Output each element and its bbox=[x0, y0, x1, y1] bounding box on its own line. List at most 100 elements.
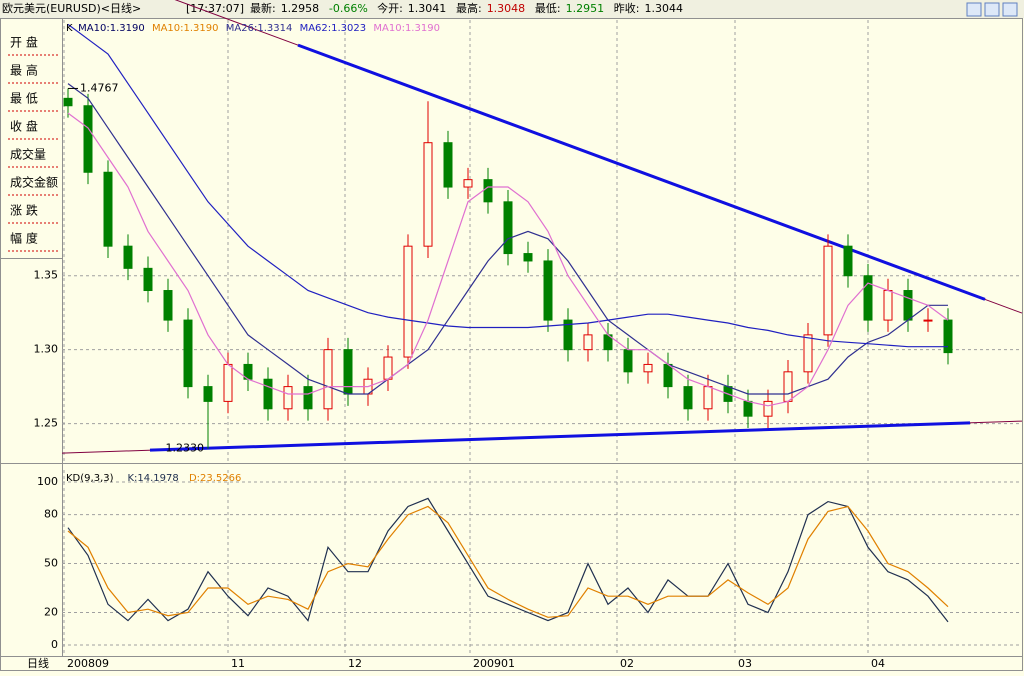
legend-entry: MA26:1.3314 bbox=[226, 23, 293, 34]
candle-body bbox=[503, 201, 513, 255]
tool-button[interactable] bbox=[966, 2, 982, 17]
y-tick-label: 80 bbox=[44, 508, 58, 521]
series-line bbox=[67, 505, 949, 618]
candle-body bbox=[763, 400, 773, 417]
side-label: 收 盘 bbox=[10, 119, 38, 134]
candle-body bbox=[943, 319, 953, 354]
candle-body bbox=[323, 349, 333, 410]
trendline-extension bbox=[174, 0, 1023, 314]
y-tick-label: 1.30 bbox=[34, 343, 59, 356]
x-tick-label: 11 bbox=[231, 657, 245, 670]
x-tick-label: 12 bbox=[348, 657, 362, 670]
quote-value: 1.3041 bbox=[408, 2, 447, 15]
side-label: 最 高 bbox=[10, 63, 38, 78]
frame bbox=[0, 18, 1023, 671]
legend-entry: K:14.1978 bbox=[127, 473, 178, 484]
quote-value: 1.2951 bbox=[566, 2, 605, 15]
candle-body bbox=[823, 245, 833, 336]
series-line bbox=[67, 497, 949, 623]
legend-entry: MA62:1.3023 bbox=[300, 23, 367, 34]
toolbar bbox=[966, 2, 1018, 17]
series-line bbox=[67, 23, 948, 348]
period-label: 日线 bbox=[27, 656, 49, 670]
chart-panel: 1.25 1.30 1.35 200809 11 12 200901 02 03 04 1.4767… bbox=[34, 0, 1023, 670]
candle-body bbox=[543, 260, 553, 321]
candle-body bbox=[523, 253, 533, 262]
quote-label: 最高: bbox=[456, 1, 482, 15]
y-tick-label: 1.25 bbox=[34, 417, 59, 430]
candle-body bbox=[563, 319, 573, 351]
tool-button[interactable] bbox=[984, 2, 1000, 17]
y-tick-label: 0 bbox=[51, 638, 58, 651]
quote-label: 最新: bbox=[250, 1, 276, 15]
quote-value: 1.2958 bbox=[281, 2, 320, 15]
legend-entry: MA10:1.3190 bbox=[373, 23, 440, 34]
candle-body bbox=[343, 349, 353, 395]
trendline bbox=[149, 421, 971, 452]
candle-body bbox=[803, 334, 813, 373]
quote-value: 1.3044 bbox=[645, 2, 684, 15]
candle-body bbox=[643, 363, 653, 373]
candle-body bbox=[263, 378, 273, 410]
candle-body bbox=[83, 105, 93, 173]
side-label: 最 低 bbox=[10, 92, 38, 106]
y-tick-label: 1.35 bbox=[34, 269, 59, 282]
x-tick-label: 02 bbox=[620, 657, 634, 670]
candle-body bbox=[163, 290, 173, 321]
candle-body bbox=[483, 179, 493, 203]
trendline bbox=[297, 43, 986, 301]
candle-body bbox=[463, 179, 473, 188]
candle-body bbox=[703, 386, 713, 410]
candle-body bbox=[863, 275, 873, 321]
x-tick-label: 200809 bbox=[67, 657, 109, 670]
quote-label: 今开: bbox=[377, 1, 403, 15]
candle-body bbox=[583, 334, 593, 351]
header-time: [17:37:07] bbox=[186, 2, 244, 15]
candle-body bbox=[683, 386, 693, 410]
candle-body bbox=[383, 356, 393, 380]
quote-change: -0.66% bbox=[329, 2, 368, 15]
legend-entry: MA10:1.3190 bbox=[152, 23, 219, 34]
candle-body bbox=[883, 290, 893, 321]
y-tick-label: 100 bbox=[37, 475, 58, 488]
candle-body bbox=[403, 245, 413, 358]
x-tick-label: 03 bbox=[738, 657, 752, 670]
candle-body bbox=[223, 363, 233, 402]
legend-entry: MA10:1.3190 bbox=[78, 23, 145, 34]
candle-body bbox=[103, 171, 113, 247]
candle-body bbox=[423, 142, 433, 247]
series-line bbox=[67, 112, 949, 407]
side-label: 涨 跌 bbox=[10, 203, 38, 218]
quote-label: 最低: bbox=[535, 2, 561, 15]
side-label: 成交金额 bbox=[10, 175, 58, 190]
candle-body bbox=[203, 386, 213, 402]
candle-body bbox=[743, 400, 753, 417]
side-label: 开 盘 bbox=[10, 35, 38, 50]
y-tick-label: 20 bbox=[44, 605, 58, 618]
candle-body bbox=[843, 245, 853, 277]
y-tick-label: 50 bbox=[44, 557, 58, 570]
candle-body bbox=[123, 245, 133, 269]
legend-entry: KD(9,3,3) bbox=[66, 473, 114, 484]
min-annotation: 1.2330 bbox=[166, 442, 205, 455]
side-label: 成交量 bbox=[10, 147, 46, 162]
legend-entry: K bbox=[66, 23, 73, 34]
candle-body bbox=[903, 290, 913, 321]
candle-body bbox=[623, 349, 633, 373]
candle-body bbox=[783, 371, 793, 402]
candle-body bbox=[183, 319, 193, 388]
candle-body bbox=[443, 142, 453, 188]
x-tick-label: 04 bbox=[871, 657, 885, 670]
side-label: 幅 度 bbox=[10, 231, 38, 246]
tool-button[interactable] bbox=[1002, 2, 1018, 17]
quote-value: 1.3048 bbox=[487, 2, 526, 15]
candle-body bbox=[663, 363, 673, 388]
quote-label: 昨收: bbox=[614, 1, 640, 15]
candle-body bbox=[283, 386, 293, 410]
candle-body bbox=[923, 319, 933, 322]
candle-body bbox=[303, 386, 313, 410]
candle-body bbox=[63, 97, 73, 107]
chart-panel: 0 20 50 80 100 KD(9,3,3) K:14.1978 D:23.5266 bbox=[37, 473, 1022, 651]
